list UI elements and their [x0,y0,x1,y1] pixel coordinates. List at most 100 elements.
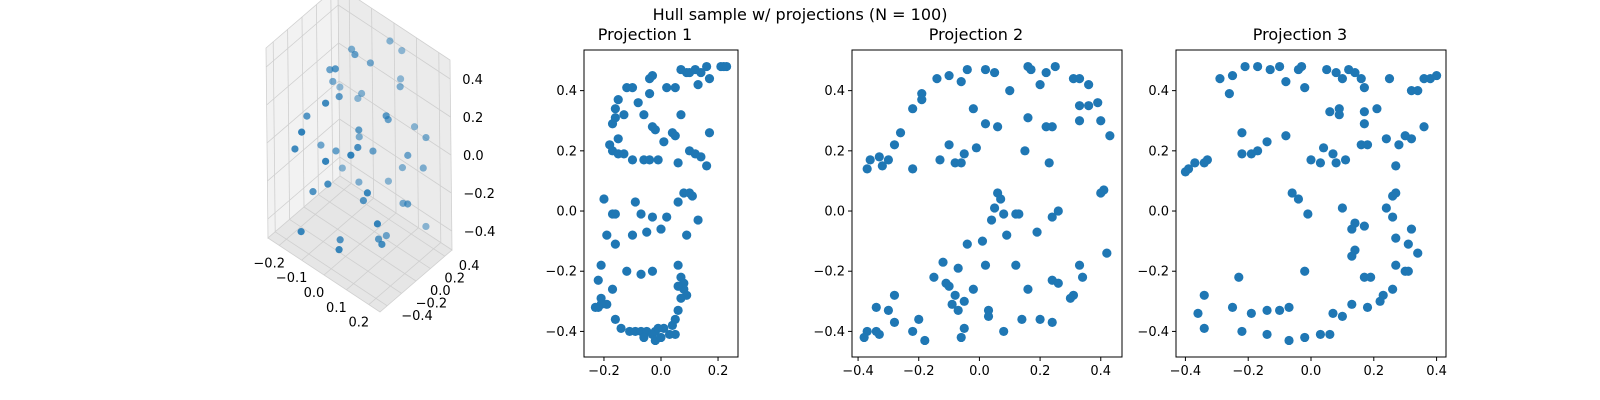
scatter-point [647,266,658,276]
scatter-point [1215,73,1225,84]
scatter-point [1041,67,1051,78]
scatter-point [1403,266,1413,276]
scatter-point [704,128,715,138]
scatter-point [1275,305,1285,315]
y-tick-label: −0.2 [416,296,448,311]
scatter-point-3d [297,228,305,236]
scatter-point [673,197,683,207]
projection-2-points [859,61,1115,346]
scatter-point [1381,134,1391,144]
scatter-point-3d [384,116,392,124]
scatter-point [1287,188,1297,198]
scatter-point [1337,203,1347,213]
scatter-point-3d [331,65,339,73]
scatter-point [1246,308,1256,318]
scatter-point [1077,272,1088,282]
z-tick-label: −0.2 [463,187,495,202]
scatter-point-3d [399,199,407,207]
z-grid [267,156,341,220]
scatter-point [1262,137,1272,147]
scatter-point [1017,314,1027,324]
y-tick-label: 0.0 [824,205,845,220]
scatter-point [1359,83,1369,93]
scatter-point [1237,326,1247,337]
x-tick-label: 0.0 [304,286,325,301]
projection-3-points [1180,61,1442,346]
scatter-point [619,110,629,120]
scatter-point [889,290,900,300]
scatter-point [1331,158,1341,168]
scatter-point [1099,185,1109,195]
scatter-point [1093,98,1103,108]
scatter-point [1413,86,1423,96]
scatter-point [980,64,991,75]
scatter-point [1325,107,1335,117]
scatter-point [1265,64,1275,75]
scatter-point [993,122,1003,132]
scatter-point [613,95,623,105]
y-tick-label: 0.0 [1148,205,1169,220]
scatter-point [610,104,620,114]
x-tick-label: −0.2 [1232,364,1264,379]
y-tick-label: 0.2 [1148,144,1169,159]
scatter-point [670,329,680,340]
z-grid [265,4,339,68]
y-tick-label: −0.4 [1137,325,1169,340]
projection-3-title: Projection 3 [1253,25,1347,44]
scatter-point [947,299,957,309]
scatter-point [676,293,686,303]
x-tick-label: 0.2 [1363,364,1384,379]
scatter-point [908,326,918,337]
scatter-point [871,302,881,312]
x-tick-label: 0.4 [1426,364,1447,379]
scatter-point [1359,107,1369,117]
scatter-point [1300,83,1310,93]
scatter-point [1193,308,1203,318]
scatter-point [1325,329,1335,340]
scatter-point-3d [422,133,430,142]
projection-3-axes-frame [1175,49,1447,358]
x-tick-label: −0.4 [842,364,874,379]
x-tick-label: −0.2 [588,364,620,379]
scatter-point [1347,251,1357,261]
scatter-point [627,83,638,93]
scatter-point [639,332,649,343]
scatter-point-3d [324,180,332,188]
scatter-point [968,284,978,294]
scatter-point [1347,299,1357,309]
y-grid [303,206,417,282]
scatter-point [1237,149,1247,159]
scatter-point [962,64,972,75]
scatter-point [1190,158,1200,168]
scatter-point [1359,119,1369,129]
scatter-point [1318,143,1329,153]
scatter-point [1105,131,1115,141]
projection-1-points [590,61,732,346]
scatter-point [862,164,872,174]
scatter-point [953,263,963,273]
scatter-point [656,224,666,234]
scatter-point [682,230,692,240]
scatter-point [1183,164,1194,174]
scatter-point [1372,104,1382,114]
scatter-point-3d [359,197,367,205]
scatter-point [1227,302,1238,312]
scatter-point [1356,73,1366,84]
scatter-point-3d [351,50,359,59]
scatter-point [971,143,981,153]
scatter-point [1293,194,1304,204]
scatter-point [1074,260,1085,270]
scatter-point [607,119,618,129]
scatter-point [1053,278,1063,288]
scatter-point [627,230,638,240]
scatter-point [938,257,948,267]
scatter-point [1334,110,1344,120]
scatter-point [1303,209,1313,219]
scatter-point-3d [326,66,334,74]
scatter-point [619,149,629,159]
scatter-point-3d [396,83,404,91]
scatter-point [1240,61,1250,72]
scatter-point [1253,146,1263,156]
scatter-point [687,191,697,201]
